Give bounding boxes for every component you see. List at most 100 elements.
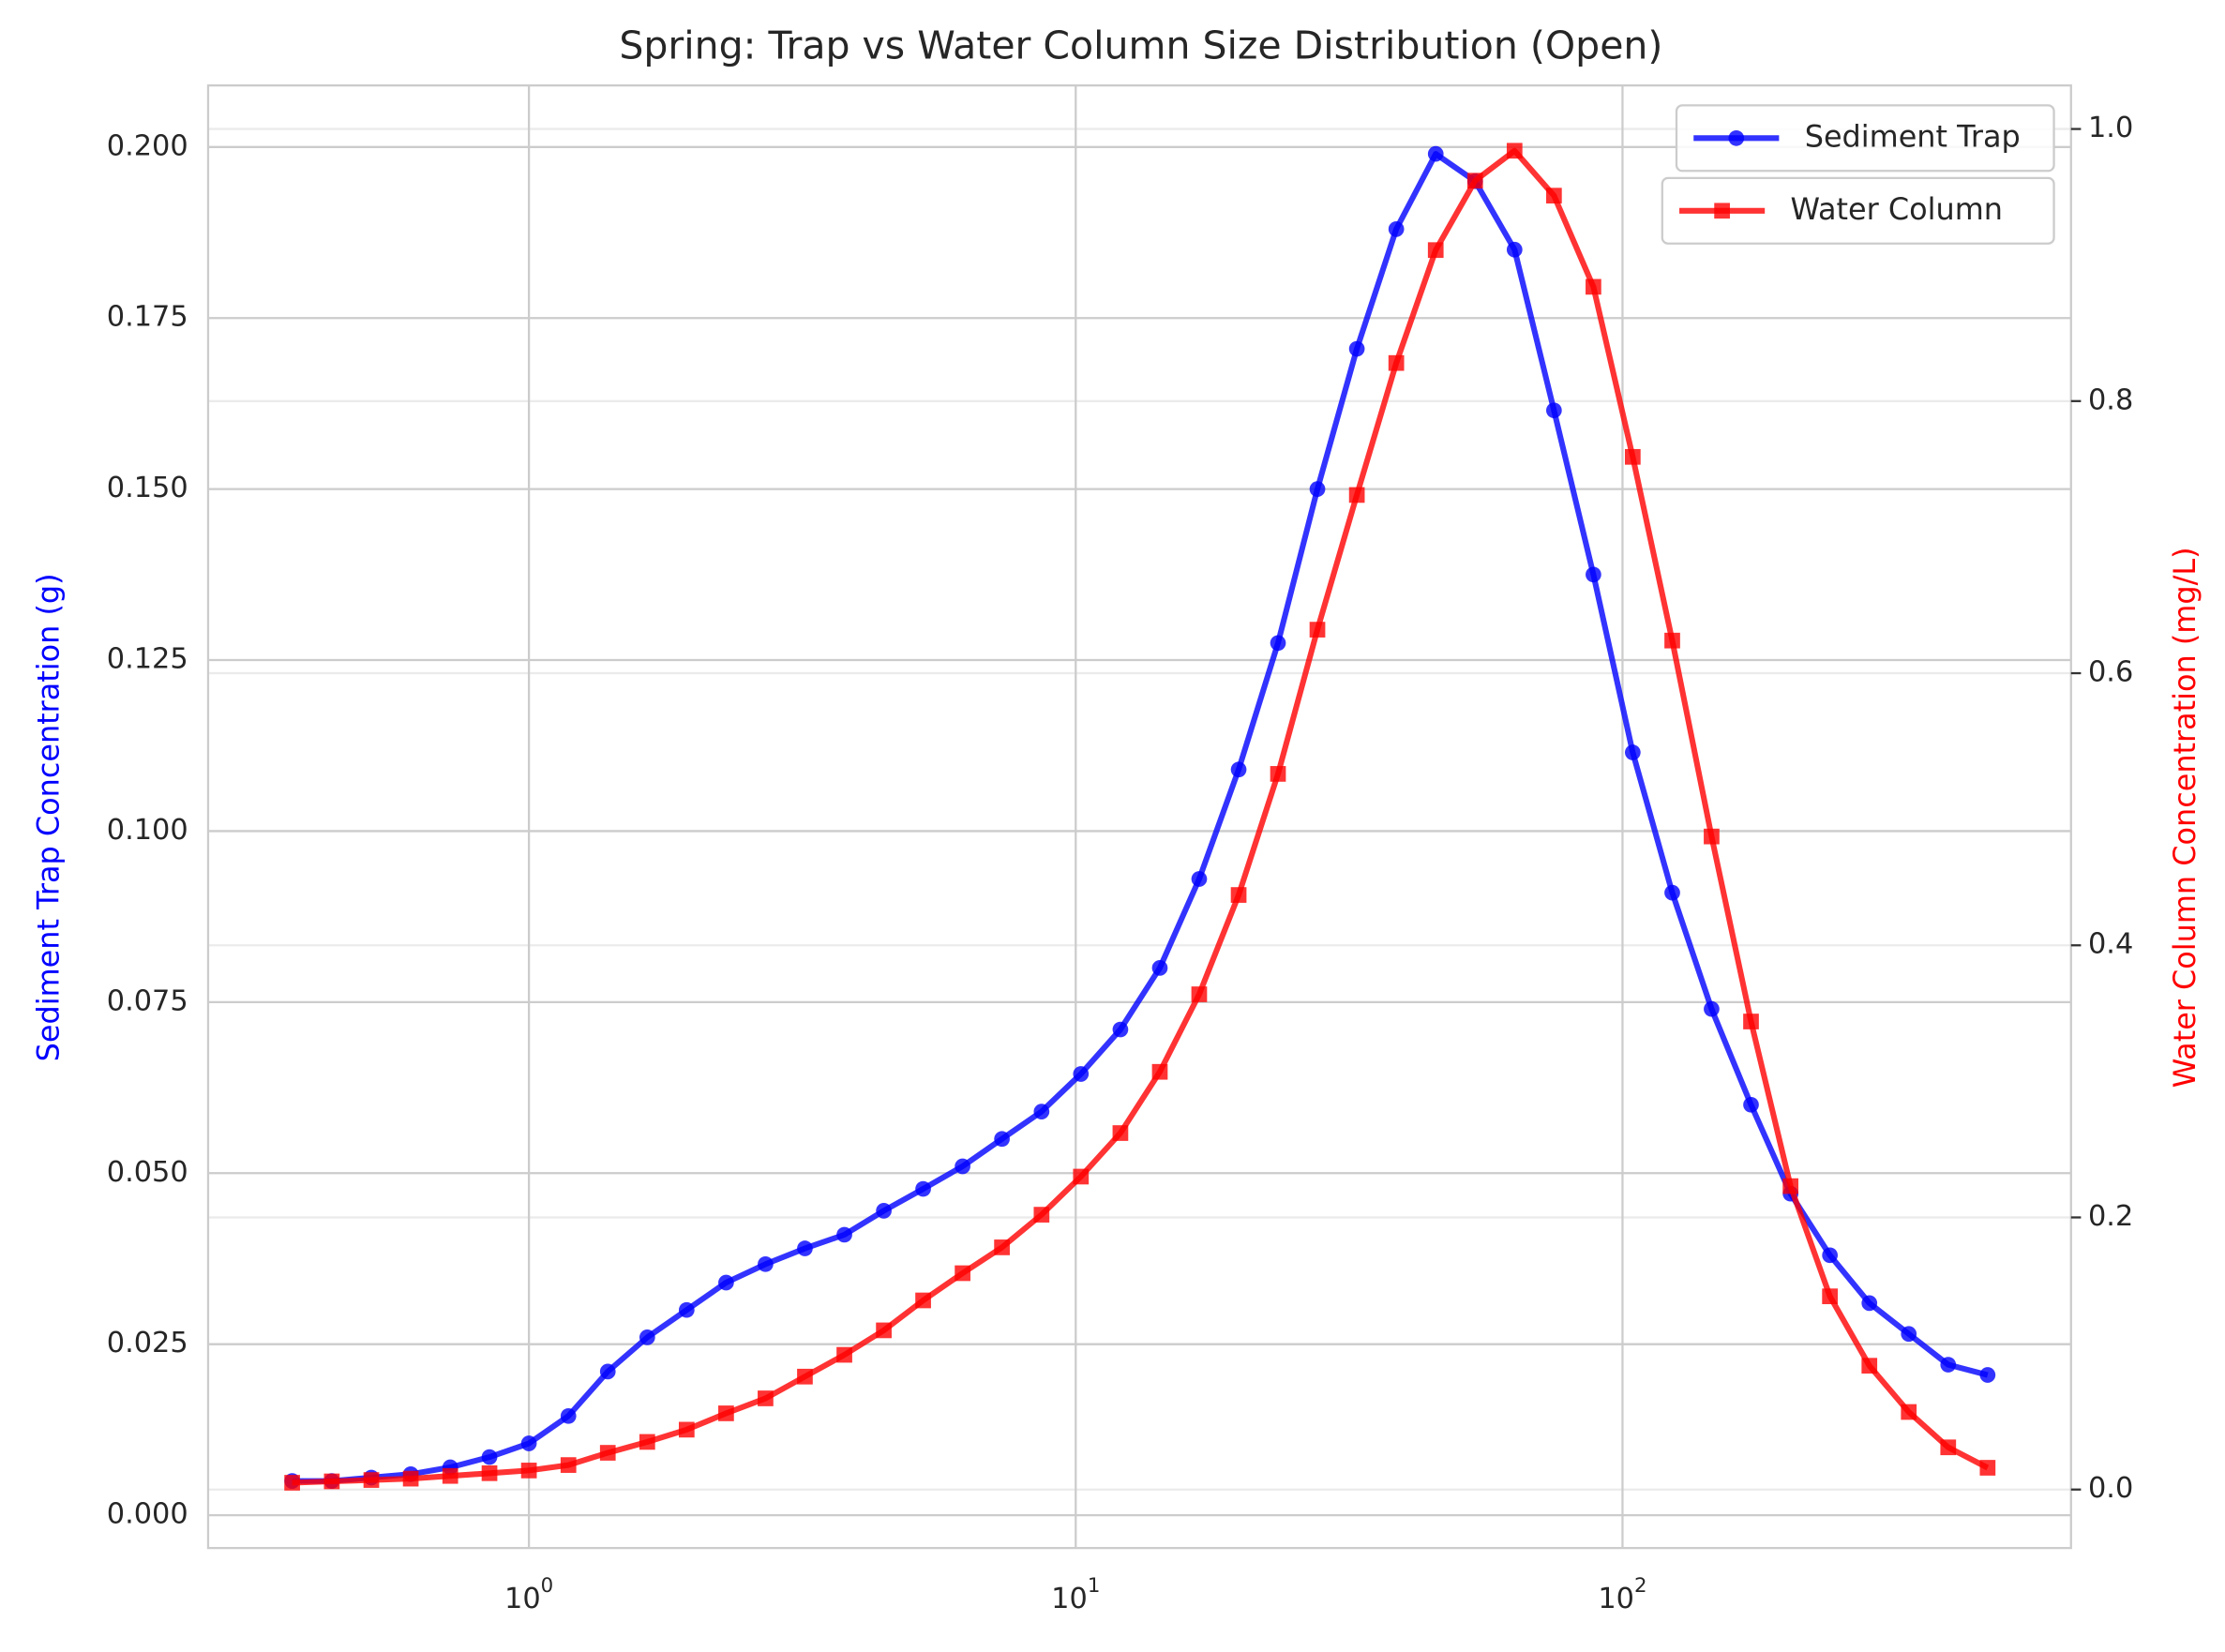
marker <box>560 1407 577 1424</box>
marker <box>1545 402 1562 419</box>
legend-label: Water Column <box>1791 191 2003 227</box>
marker <box>1112 1125 1129 1141</box>
marker <box>1033 1207 1050 1223</box>
y2-axis-label: Water Column Concentration (mg/L) <box>2167 547 2202 1088</box>
y-tick-label: 0.200 <box>107 129 188 162</box>
marker <box>678 1421 695 1438</box>
y-axis-label: Sediment Trap Concentration (g) <box>30 573 66 1061</box>
marker <box>1270 766 1286 782</box>
marker <box>1782 1178 1798 1194</box>
marker <box>1506 241 1523 258</box>
marker <box>1664 632 1680 649</box>
marker <box>994 1131 1010 1148</box>
marker <box>1743 1014 1759 1029</box>
marker <box>876 1203 892 1219</box>
marker <box>1388 221 1405 237</box>
marker <box>1624 448 1641 465</box>
marker <box>1861 1358 1878 1374</box>
marker <box>1151 1063 1168 1080</box>
marker <box>363 1472 380 1488</box>
y-tick-label: 0.000 <box>107 1498 188 1531</box>
marker <box>639 1329 655 1345</box>
marker <box>1427 145 1444 162</box>
y2-tick-label: 1.0 <box>2088 112 2133 144</box>
marker <box>1861 1295 1878 1312</box>
marker <box>915 1180 931 1197</box>
marker <box>284 1475 300 1491</box>
marker <box>1191 871 1208 887</box>
marker <box>1073 1168 1090 1185</box>
marker <box>1191 986 1208 1002</box>
marker <box>639 1434 655 1450</box>
marker <box>1822 1247 1839 1264</box>
marker <box>323 1473 340 1490</box>
legend-box <box>1661 176 2055 245</box>
marker <box>599 1363 616 1380</box>
marker <box>678 1301 695 1318</box>
chart-title: Spring: Trap vs Water Column Size Distri… <box>619 23 1662 68</box>
marker <box>599 1445 616 1461</box>
marker <box>1704 828 1720 845</box>
marker <box>718 1405 734 1421</box>
y2-tick-label: 0.6 <box>2088 656 2133 689</box>
marker <box>520 1463 537 1479</box>
marker <box>1940 1439 1957 1456</box>
marker <box>560 1457 577 1473</box>
y-tick-label: 0.025 <box>107 1327 188 1359</box>
marker <box>1270 635 1286 652</box>
marker <box>1586 278 1601 295</box>
marker <box>1586 566 1601 583</box>
y-tick-label: 0.150 <box>107 472 188 504</box>
marker <box>836 1226 852 1243</box>
y-tick-label: 0.100 <box>107 814 188 847</box>
x-tick-label: 101 <box>1051 1574 1100 1614</box>
marker <box>1743 1096 1759 1113</box>
x-tick-label: 100 <box>504 1574 553 1614</box>
marker <box>1545 188 1562 204</box>
marker <box>758 1390 774 1406</box>
marker <box>1033 1104 1050 1119</box>
marker <box>797 1368 813 1385</box>
plot-frame <box>206 83 2072 1550</box>
marker <box>1230 761 1247 778</box>
marker <box>1979 1460 1996 1476</box>
marker <box>1822 1288 1839 1305</box>
marker <box>1388 354 1405 371</box>
y2-tick-label: 0.4 <box>2088 928 2133 961</box>
marker <box>1230 887 1247 903</box>
x-tick-label: 102 <box>1598 1574 1646 1614</box>
marker <box>1309 622 1326 638</box>
marker <box>1112 1021 1129 1038</box>
y-tick-label: 0.125 <box>107 643 188 676</box>
marker <box>1664 884 1680 901</box>
y2-tick-label: 0.8 <box>2088 383 2133 416</box>
legend-box <box>1675 104 2055 173</box>
marker <box>1704 1000 1720 1017</box>
marker <box>915 1292 931 1309</box>
marker <box>1348 487 1365 503</box>
legend-marker <box>1728 129 1745 146</box>
marker <box>994 1239 1010 1255</box>
marker <box>797 1240 813 1256</box>
marker <box>1940 1357 1957 1373</box>
marker <box>1466 173 1483 189</box>
marker <box>1427 242 1444 259</box>
marker <box>1506 143 1523 159</box>
marker <box>1624 744 1641 760</box>
marker <box>481 1449 498 1465</box>
marker <box>1979 1367 1996 1383</box>
series-line <box>292 151 1989 1484</box>
marker <box>1348 340 1365 357</box>
legend-marker <box>1714 203 1730 219</box>
marker <box>402 1470 419 1487</box>
y-tick-label: 0.175 <box>107 301 188 334</box>
marker <box>1309 481 1326 497</box>
marker <box>718 1274 734 1291</box>
legend-label: Sediment Trap <box>1805 118 2021 154</box>
marker <box>1151 960 1168 976</box>
marker <box>955 1158 970 1175</box>
marker <box>876 1322 892 1339</box>
marker <box>442 1467 459 1484</box>
